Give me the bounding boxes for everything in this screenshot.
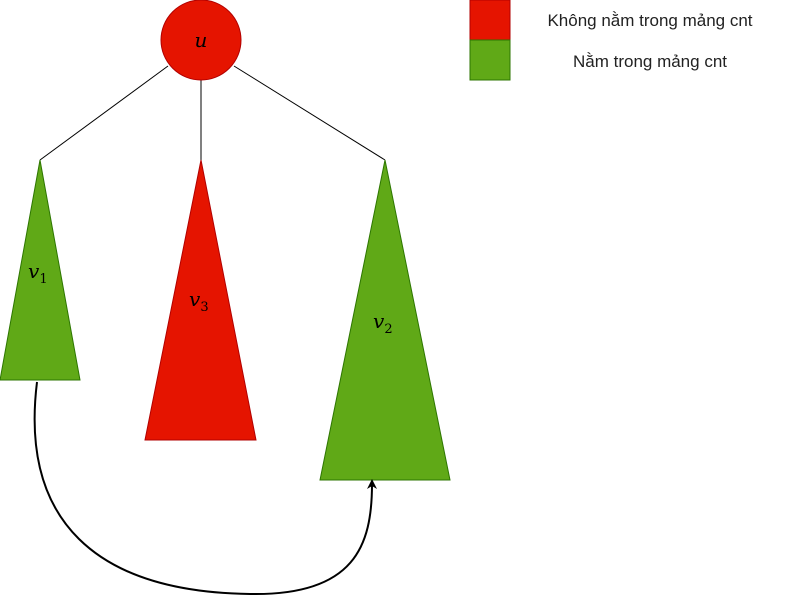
edge-u-v1 <box>39 65 169 161</box>
legend-swatch-red <box>469 0 511 41</box>
subtree-v1-label: v1 <box>28 259 48 287</box>
root-label: u <box>195 28 208 52</box>
arrow-v1-to-v2 <box>33 381 377 596</box>
legend-label-red: Không nằm trong mảng cnt <box>547 11 752 30</box>
subtree-v2-label: v2 <box>373 309 393 337</box>
subtree-v1-triangle <box>0 159 81 381</box>
legend-swatch-green <box>469 39 511 81</box>
legend: Không nằm trong mảng cnt Nằm trong mảng … <box>469 0 753 81</box>
legend-label-green: Nằm trong mảng cnt <box>573 52 727 71</box>
edge-u-v2 <box>233 65 386 161</box>
subtree-v3-label: v3 <box>189 287 209 315</box>
subtree-v3-triangle <box>144 159 257 441</box>
root-node-u <box>160 0 242 81</box>
subtree-v2-triangle <box>319 159 451 481</box>
